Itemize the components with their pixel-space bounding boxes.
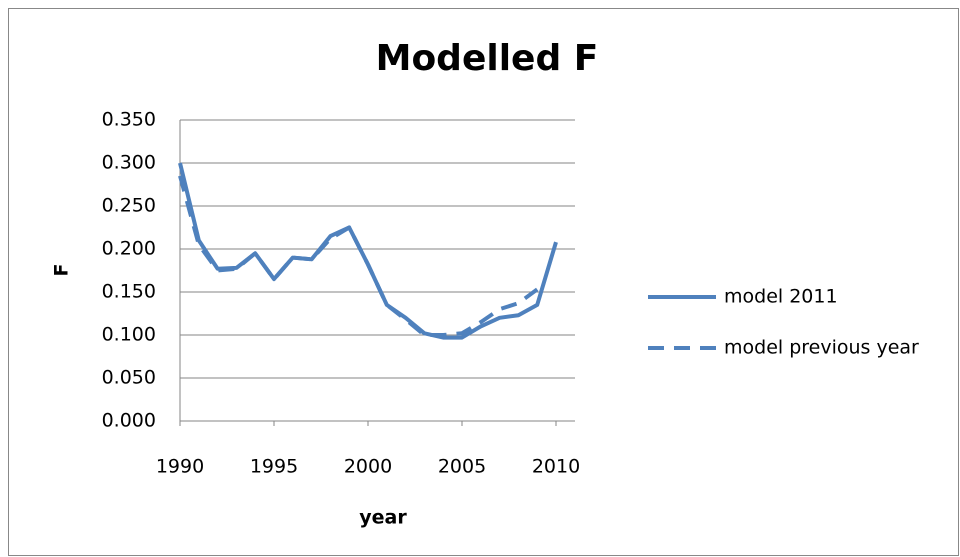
x-tick-label: 2000 <box>344 456 392 478</box>
series-line <box>178 175 539 337</box>
legend-label: model previous year <box>724 337 919 359</box>
y-axis-label: F <box>51 264 73 277</box>
x-axis-label: year <box>359 507 407 529</box>
chart-border <box>8 8 959 556</box>
chart-title: Modelled F <box>376 38 599 79</box>
y-tick-label: 0.050 <box>102 367 156 389</box>
y-tick-label: 0.250 <box>102 195 156 217</box>
y-tick-label: 0.350 <box>102 109 156 131</box>
y-tick-label: 0.200 <box>102 238 156 260</box>
y-tick-label: 0.000 <box>102 410 156 432</box>
x-tick-label: 1990 <box>156 456 204 478</box>
x-tick-label: 2005 <box>438 456 486 478</box>
y-tick-label: 0.300 <box>102 152 156 174</box>
x-tick-label: 2010 <box>532 456 580 478</box>
x-tick-label: 1995 <box>250 456 298 478</box>
y-tick-label: 0.100 <box>102 324 156 346</box>
y-tick-label: 0.150 <box>102 281 156 303</box>
legend-label: model 2011 <box>724 286 838 308</box>
